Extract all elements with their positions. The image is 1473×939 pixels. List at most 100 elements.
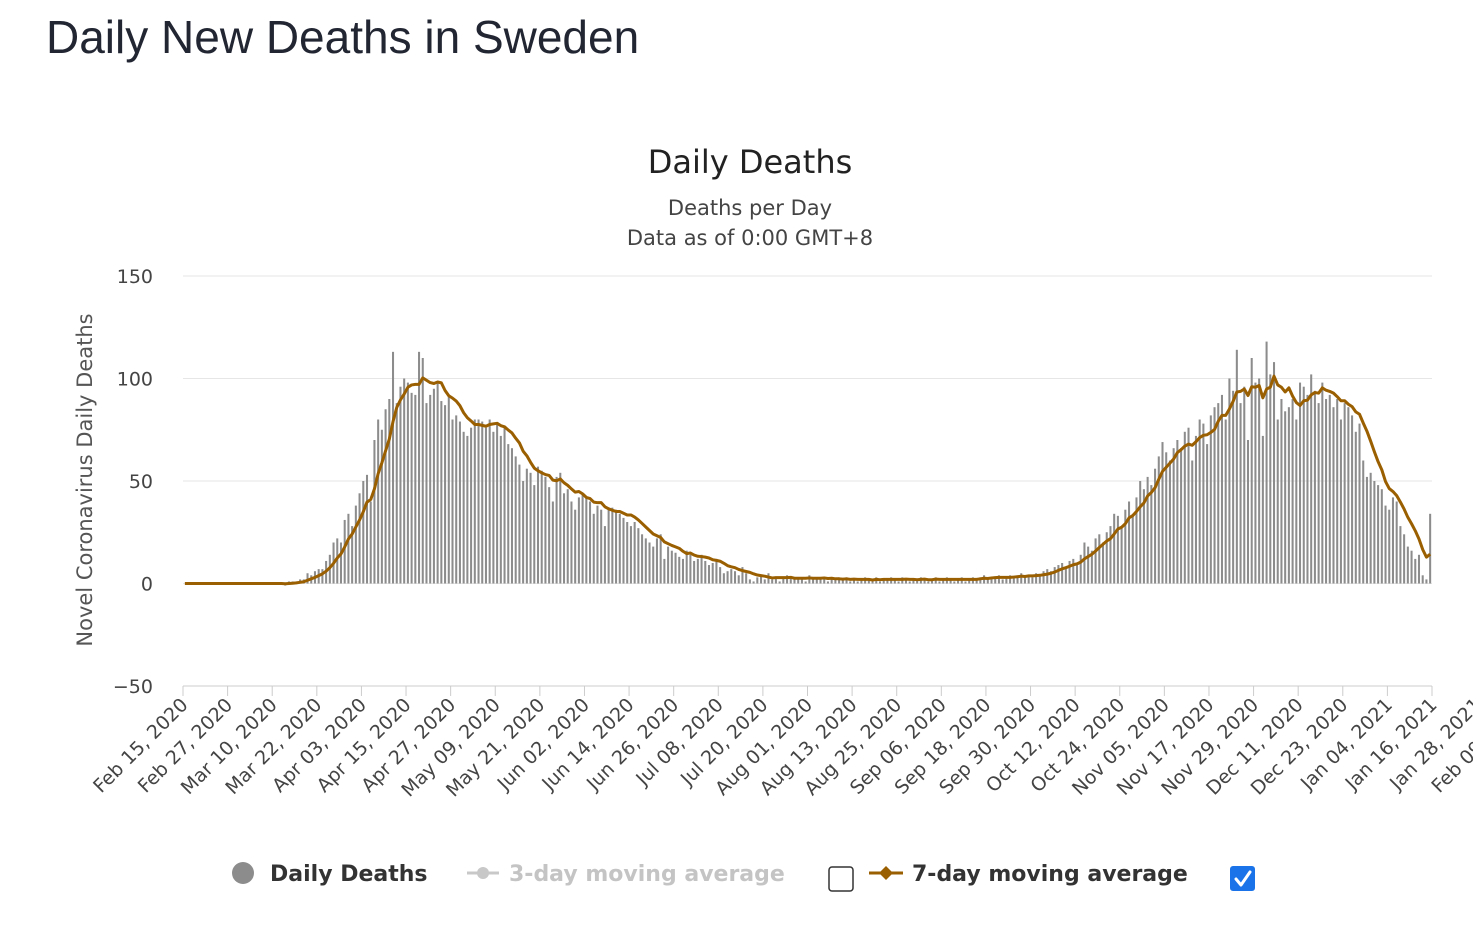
daily-deaths-bar <box>1038 575 1041 584</box>
daily-deaths-bar <box>819 579 822 584</box>
daily-deaths-bar <box>1109 526 1112 584</box>
daily-deaths-bar <box>1183 431 1186 584</box>
daily-deaths-bar <box>1176 440 1179 584</box>
daily-deaths-bar <box>979 577 982 584</box>
daily-deaths-bar <box>392 351 395 584</box>
daily-deaths-bar <box>477 419 480 584</box>
daily-deaths-bar <box>410 392 413 584</box>
legend-three-day-average[interactable]: 3-day moving average <box>467 862 785 887</box>
daily-deaths-bar <box>577 497 580 584</box>
daily-deaths-bar <box>1302 386 1305 584</box>
daily-deaths-bar <box>1042 571 1045 584</box>
daily-deaths-bar <box>499 435 502 584</box>
daily-deaths-bar <box>644 538 647 584</box>
daily-deaths-bar <box>994 577 997 584</box>
daily-deaths-bar <box>1261 435 1264 584</box>
daily-deaths-bar <box>529 472 532 584</box>
daily-deaths-bar <box>1068 560 1071 584</box>
daily-deaths-bar <box>1135 497 1138 584</box>
daily-deaths-bar <box>1057 565 1060 584</box>
daily-deaths-bar <box>1031 577 1034 584</box>
daily-deaths-bar <box>1224 419 1227 584</box>
daily-deaths-bar <box>574 509 577 584</box>
daily-deaths-bar <box>1321 382 1324 584</box>
daily-deaths-bar <box>429 394 432 584</box>
daily-deaths-bar <box>931 579 934 584</box>
daily-deaths-bar <box>1284 411 1287 584</box>
daily-deaths-bar <box>1161 442 1164 584</box>
daily-deaths-bar <box>741 567 744 584</box>
daily-deaths-bar <box>425 403 428 584</box>
daily-deaths-bar <box>585 497 588 584</box>
daily-deaths-bar <box>1399 526 1402 584</box>
daily-deaths-bar <box>384 409 387 584</box>
legend-three-day-marker <box>477 867 489 879</box>
daily-deaths-bar <box>689 554 692 584</box>
daily-deaths-bar <box>436 382 439 584</box>
daily-deaths-bar <box>1098 534 1101 584</box>
daily-deaths-bar <box>403 378 406 584</box>
daily-deaths-bar <box>655 538 658 584</box>
daily-deaths-bar <box>618 513 621 584</box>
checkmark-icon <box>1234 870 1252 887</box>
daily-deaths-bar <box>1049 571 1053 584</box>
daily-deaths-bar <box>964 581 967 584</box>
daily-deaths-bar <box>377 419 380 584</box>
daily-deaths-bar <box>730 569 733 584</box>
daily-deaths-bar <box>518 464 521 584</box>
daily-deaths-bar <box>1414 558 1417 584</box>
daily-deaths-bar <box>1295 419 1298 584</box>
seven-day-average-checkbox[interactable] <box>1230 866 1255 891</box>
daily-deaths-bar <box>685 550 688 584</box>
daily-deaths-bar <box>607 507 610 584</box>
chart-data-date: Data as of 0:00 GMT+8 <box>627 226 873 250</box>
daily-deaths-bar <box>1187 427 1190 584</box>
daily-deaths-bar <box>536 466 540 584</box>
daily-deaths-bar <box>1180 448 1183 584</box>
legend-seven-day-average[interactable]: 7-day moving average <box>869 862 1188 887</box>
daily-deaths-bar <box>867 579 870 584</box>
daily-deaths-bar <box>1391 497 1394 584</box>
daily-deaths-bar <box>1235 349 1238 584</box>
daily-deaths-bar <box>722 573 725 584</box>
daily-deaths-bar <box>1198 419 1201 584</box>
daily-deaths-bar <box>693 560 696 584</box>
daily-deaths-bar <box>674 552 677 584</box>
daily-deaths-bar <box>700 554 703 584</box>
daily-deaths-bar <box>1265 341 1268 584</box>
daily-deaths-bar <box>1403 534 1406 584</box>
daily-deaths-bar <box>1250 358 1253 584</box>
daily-deaths-bar <box>347 513 350 584</box>
daily-deaths-bar <box>1202 423 1205 584</box>
daily-deaths-bar <box>380 429 383 584</box>
daily-deaths-bar <box>1276 419 1279 584</box>
three-day-average-checkbox[interactable] <box>828 866 854 892</box>
daily-deaths-bar <box>711 563 714 584</box>
daily-deaths-bar <box>812 577 815 584</box>
daily-deaths-bar <box>745 573 748 584</box>
daily-deaths-bar <box>1246 440 1250 584</box>
daily-deaths-bar <box>1090 550 1093 584</box>
daily-deaths-bar <box>1120 526 1123 584</box>
daily-deaths-bar <box>659 534 662 584</box>
legend-daily-deaths[interactable]: Daily Deaths <box>232 862 428 887</box>
daily-deaths-bar <box>793 579 796 584</box>
daily-deaths-bar <box>406 382 409 584</box>
daily-deaths-bar <box>622 517 625 584</box>
daily-deaths-bar <box>525 468 528 584</box>
daily-deaths-bar <box>1206 444 1209 584</box>
daily-deaths-bar <box>481 421 484 584</box>
daily-deaths-bar <box>440 401 443 584</box>
daily-deaths-bar <box>1194 435 1197 584</box>
daily-deaths-bar <box>804 581 807 584</box>
daily-deaths-bar <box>782 577 785 584</box>
daily-deaths-bar <box>1046 569 1049 584</box>
daily-deaths-bar <box>1061 563 1064 584</box>
daily-deaths-bar <box>774 577 777 584</box>
daily-deaths-bar <box>707 565 711 584</box>
daily-deaths-bar <box>466 435 469 584</box>
daily-deaths-bar <box>388 399 391 584</box>
daily-deaths-bar <box>726 571 729 584</box>
daily-deaths-bar <box>414 394 417 584</box>
